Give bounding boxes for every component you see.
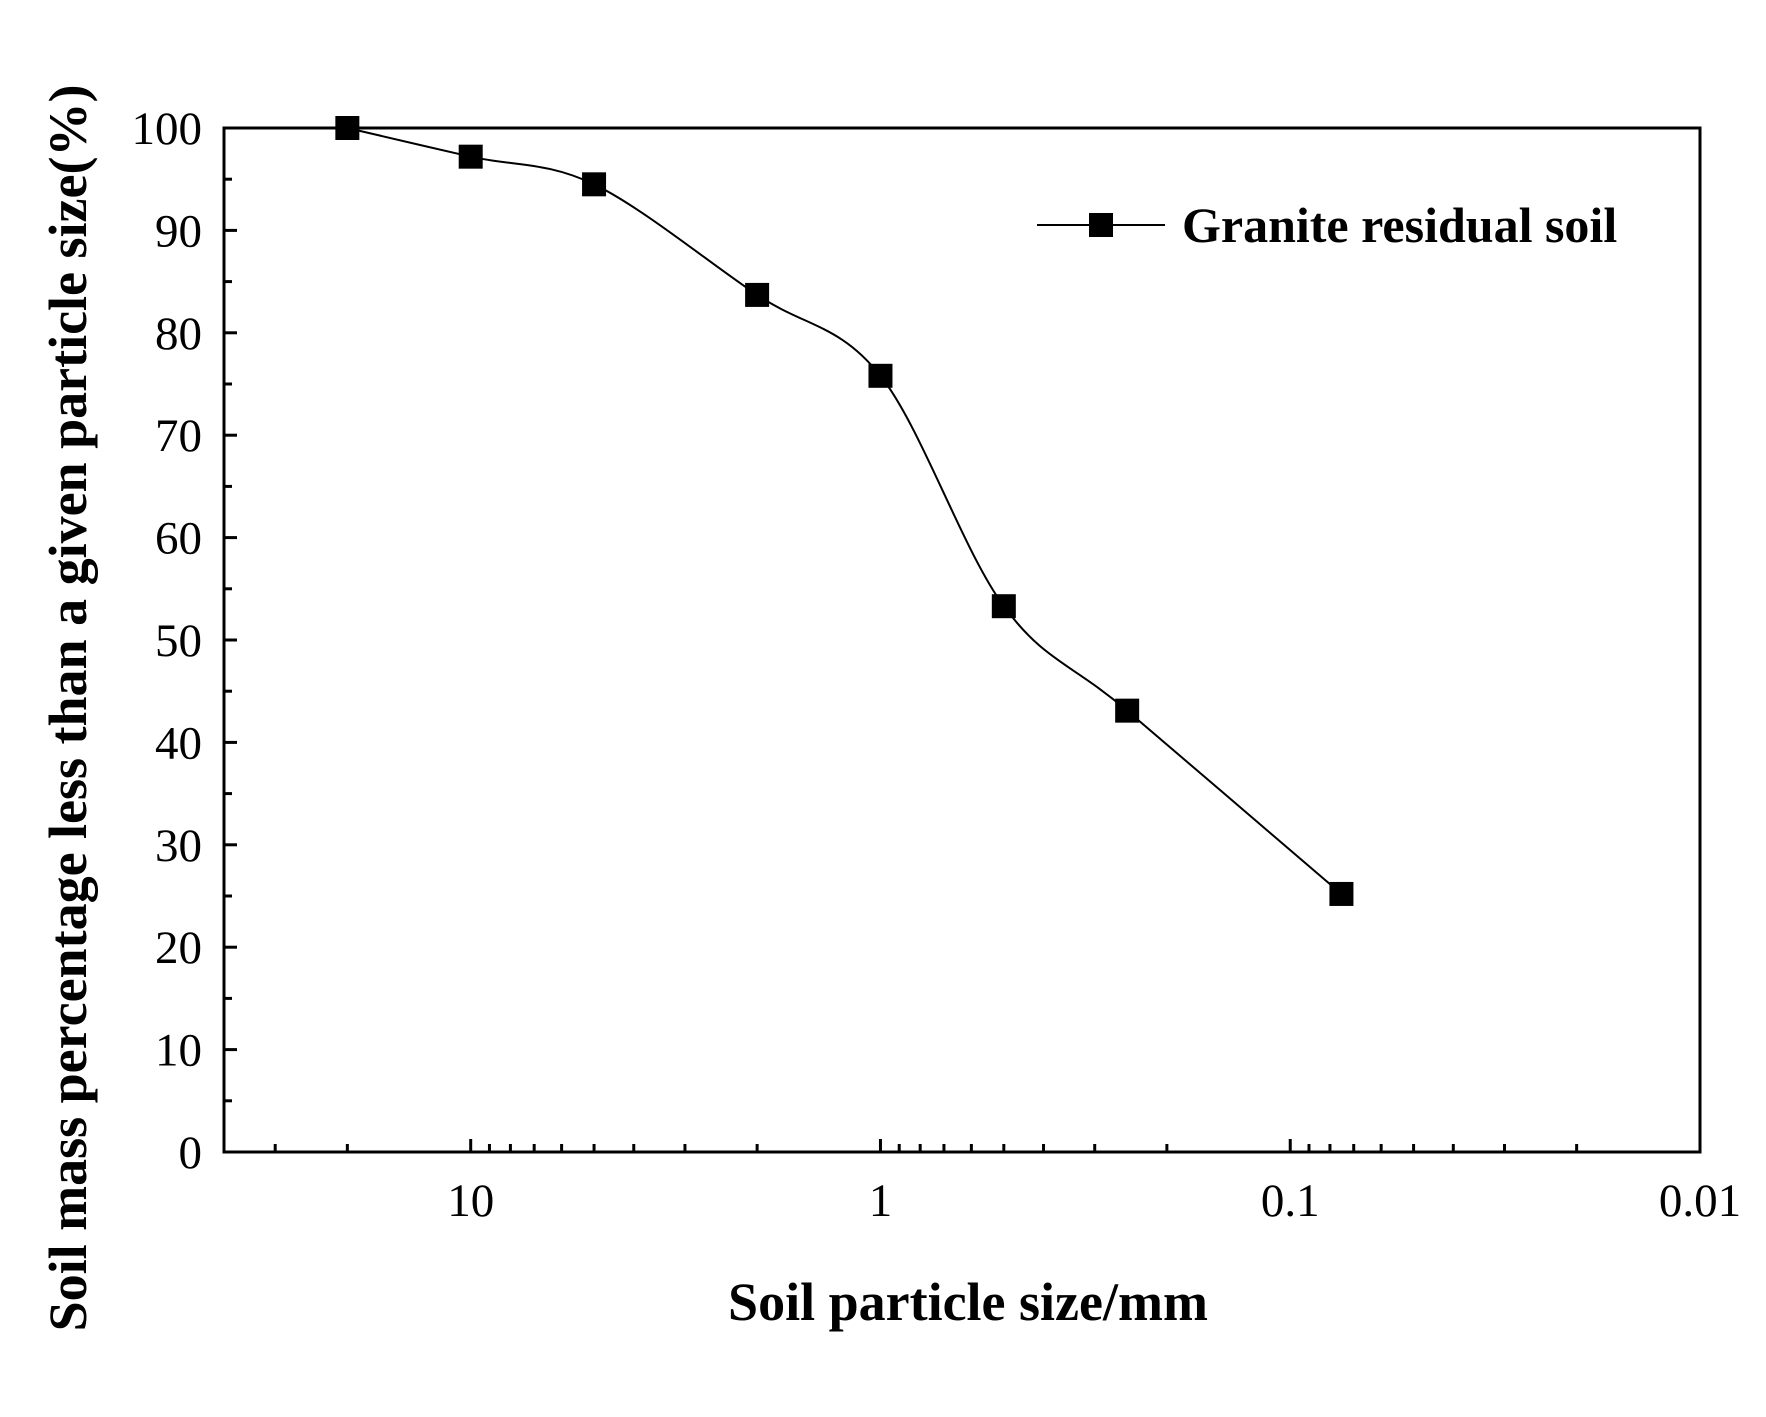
y-tick-label: 40: [155, 717, 202, 769]
data-point-marker: [1329, 881, 1354, 906]
y-tick-label: 80: [155, 308, 202, 360]
y-axis-title: Soil mass percentage less than a given p…: [38, 85, 98, 1332]
data-point-marker: [1115, 698, 1140, 723]
plot-border: [222, 126, 1702, 1154]
x-tick-label: 0.01: [1659, 1175, 1741, 1227]
y-tick-label: 90: [155, 205, 202, 257]
y-tick-label: 10: [155, 1025, 202, 1077]
data-point-marker: [582, 172, 607, 197]
data-point-marker: [335, 116, 360, 140]
y-tick-label: 20: [155, 922, 202, 974]
data-point-marker: [745, 282, 770, 307]
legend-marker: [1089, 213, 1113, 237]
data-point-marker: [868, 363, 893, 388]
series-layer: [335, 116, 1354, 906]
y-tick-label: 50: [155, 615, 202, 667]
data-point-marker: [458, 144, 483, 169]
x-tick-label: 0.1: [1261, 1175, 1320, 1227]
x-tick-label: 1: [869, 1175, 893, 1227]
y-axis-ticks: 0 10 20 30 40 50 60 70 80 90 100: [132, 103, 237, 1179]
data-point-marker: [991, 594, 1016, 619]
legend-label: Granite residual soil: [1182, 197, 1617, 253]
y-tick-label: 60: [155, 513, 202, 565]
y-tick-label: 100: [132, 103, 203, 155]
y-tick-label: 70: [155, 410, 202, 462]
y-tick-label: 30: [155, 820, 202, 872]
y-tick-label: 0: [179, 1127, 203, 1179]
legend: Granite residual soil: [1037, 197, 1617, 253]
x-tick-label: 10: [447, 1175, 494, 1227]
plot-frame: [222, 126, 1702, 1154]
x-axis-title: Soil particle size/mm: [728, 1272, 1208, 1332]
x-axis-ticks: 10 1 0.1 0.01: [273, 1139, 1741, 1227]
